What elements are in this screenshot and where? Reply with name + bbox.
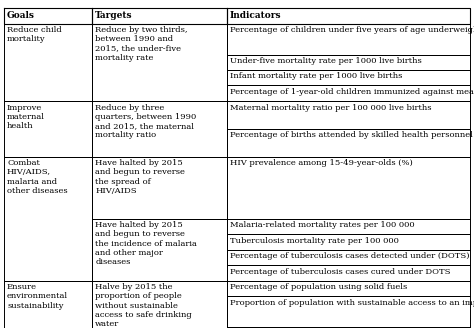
Text: Indicators: Indicators	[230, 10, 281, 19]
Text: Targets: Targets	[95, 10, 133, 19]
Text: Under-five mortality rate per 1000 live births: Under-five mortality rate per 1000 live …	[230, 57, 421, 65]
Text: Malaria-related mortality rates per 100 000: Malaria-related mortality rates per 100 …	[230, 221, 414, 229]
Text: Have halted by 2015
and begun to reverse
the incidence of malaria
and other majo: Have halted by 2015 and begun to reverse…	[95, 221, 197, 266]
Text: Improve
maternal
health: Improve maternal health	[7, 104, 45, 130]
Text: Goals: Goals	[7, 10, 35, 19]
Text: Reduce by three
quarters, between 1990
and 2015, the maternal
mortality ratio: Reduce by three quarters, between 1990 a…	[95, 104, 196, 139]
Text: Have halted by 2015
and begun to reverse
the spread of
HIV/AIDS: Have halted by 2015 and begun to reverse…	[95, 159, 185, 195]
Text: Combat
HIV/AIDS,
malaria and
other diseases: Combat HIV/AIDS, malaria and other disea…	[7, 159, 68, 195]
Text: Reduce by two thirds,
between 1990 and
2015, the under-five
mortality rate: Reduce by two thirds, between 1990 and 2…	[95, 26, 188, 62]
Text: Halve by 2015 the
proportion of people
without sustainable
access to safe drinki: Halve by 2015 the proportion of people w…	[95, 283, 192, 328]
Text: Reduce child
mortality: Reduce child mortality	[7, 26, 62, 43]
Text: Ensure
environmental
sustainability: Ensure environmental sustainability	[7, 283, 68, 310]
Text: Infant mortality rate per 1000 live births: Infant mortality rate per 1000 live birt…	[230, 72, 402, 80]
Text: Percentage of population using solid fuels: Percentage of population using solid fue…	[230, 283, 407, 291]
Text: Percentage of children under five years of age underweight for age: Percentage of children under five years …	[230, 26, 474, 34]
Text: Percentage of tuberculosis cases detected under (DOTS): Percentage of tuberculosis cases detecte…	[230, 252, 469, 260]
Text: Proportion of population with sustainable access to an improved water source: Proportion of population with sustainabl…	[230, 299, 474, 307]
Text: Tuberculosis mortality rate per 100 000: Tuberculosis mortality rate per 100 000	[230, 237, 399, 245]
Text: Maternal mortality ratio per 100 000 live births: Maternal mortality ratio per 100 000 liv…	[230, 104, 431, 112]
Text: Percentage of 1-year-old children immunized against measles: Percentage of 1-year-old children immuni…	[230, 88, 474, 96]
Text: Percentage of tuberculosis cases cured under DOTS: Percentage of tuberculosis cases cured u…	[230, 268, 450, 276]
Text: HIV prevalence among 15-49-year-olds (%): HIV prevalence among 15-49-year-olds (%)	[230, 159, 412, 167]
Text: Percentage of births attended by skilled health personnel: Percentage of births attended by skilled…	[230, 132, 473, 139]
